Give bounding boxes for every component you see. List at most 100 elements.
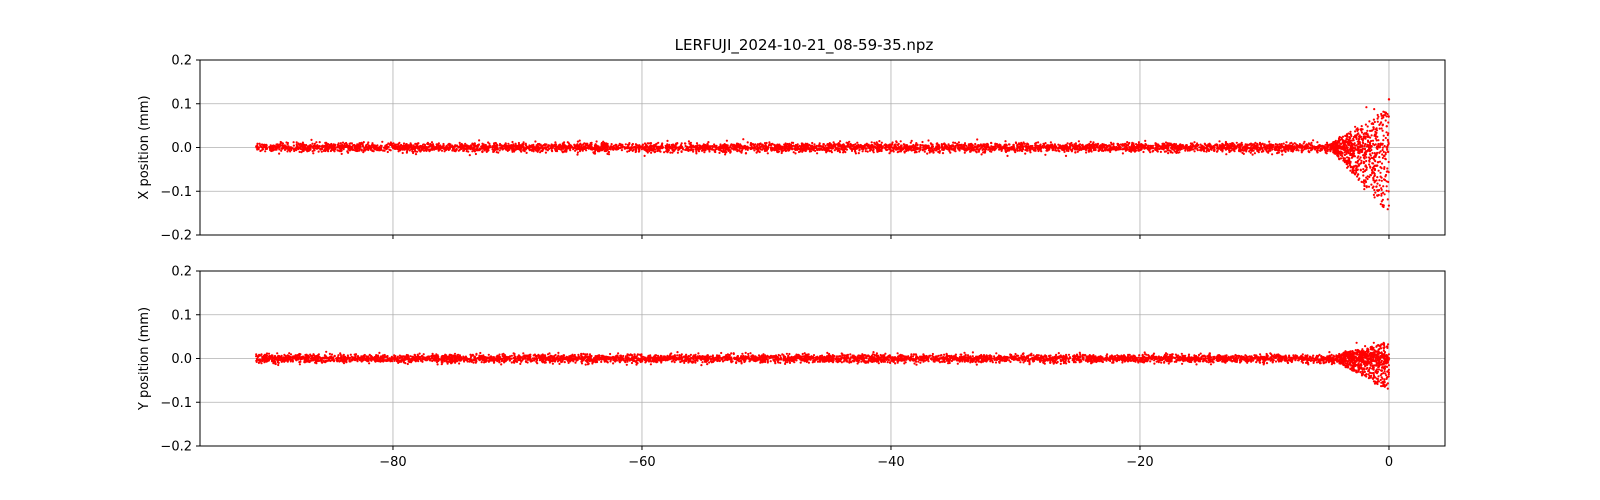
data-point xyxy=(1038,145,1041,148)
data-point xyxy=(370,146,373,150)
data-point xyxy=(958,143,961,147)
data-point xyxy=(330,144,333,147)
data-point xyxy=(1184,149,1187,152)
data-point xyxy=(647,142,650,145)
data-point xyxy=(320,147,323,150)
data-point xyxy=(881,145,885,148)
data-point xyxy=(1382,139,1385,142)
data-point xyxy=(579,147,582,150)
data-point xyxy=(963,143,966,146)
data-point xyxy=(941,152,945,155)
data-point xyxy=(1109,146,1112,149)
data-point xyxy=(327,143,330,146)
data-point xyxy=(298,150,301,153)
data-point xyxy=(1122,143,1125,146)
data-point xyxy=(618,142,621,145)
data-point xyxy=(556,145,559,148)
data-point xyxy=(544,151,548,154)
data-point xyxy=(888,147,892,150)
data-point xyxy=(677,149,680,152)
data-point xyxy=(1184,144,1188,147)
data-point xyxy=(661,142,664,145)
data-point xyxy=(654,150,657,153)
data-point xyxy=(410,146,413,149)
data-point xyxy=(910,139,913,142)
data-point xyxy=(431,147,434,150)
data-point xyxy=(1312,139,1315,142)
data-point xyxy=(1097,149,1100,153)
data-point xyxy=(493,148,496,151)
data-point xyxy=(1316,151,1319,154)
data-point xyxy=(1140,146,1143,149)
data-point xyxy=(652,144,655,147)
data-point xyxy=(1245,147,1248,151)
data-point xyxy=(1026,149,1029,152)
data-point xyxy=(1092,141,1095,144)
data-point xyxy=(1096,143,1099,146)
data-point xyxy=(610,143,613,146)
data-point xyxy=(912,147,915,150)
data-point xyxy=(666,143,669,146)
data-point xyxy=(441,145,444,148)
data-point xyxy=(895,146,898,149)
data-point xyxy=(286,141,289,145)
data-point xyxy=(637,146,640,149)
data-point xyxy=(1324,143,1327,146)
data-point xyxy=(396,146,400,149)
data-point xyxy=(719,145,722,148)
data-point xyxy=(467,150,470,153)
data-point xyxy=(909,145,913,148)
data-point xyxy=(844,151,847,154)
data-point xyxy=(1315,146,1318,149)
data-point xyxy=(873,141,876,144)
data-point xyxy=(1065,144,1068,147)
data-point xyxy=(563,141,566,144)
data-point xyxy=(888,143,891,147)
data-point xyxy=(755,151,758,154)
data-point xyxy=(707,148,710,151)
data-point xyxy=(655,146,659,149)
data-point xyxy=(913,151,917,154)
data-point xyxy=(615,143,618,146)
data-point xyxy=(428,148,431,151)
data-point xyxy=(841,148,845,151)
data-point xyxy=(830,149,833,153)
data-point xyxy=(303,147,306,150)
data-point xyxy=(749,147,752,150)
data-point xyxy=(872,151,875,154)
data-point xyxy=(1207,149,1210,152)
data-point xyxy=(1063,150,1066,153)
data-point xyxy=(1363,145,1366,148)
data-point xyxy=(746,141,749,144)
data-point xyxy=(1073,143,1076,146)
data-point xyxy=(1383,167,1386,170)
data-point xyxy=(774,145,777,148)
data-point xyxy=(839,140,842,143)
data-point xyxy=(1008,149,1011,152)
data-point xyxy=(844,148,848,151)
data-point xyxy=(422,143,425,146)
data-point xyxy=(347,151,350,154)
data-point xyxy=(672,146,675,149)
data-point xyxy=(1252,149,1255,152)
data-point xyxy=(903,143,906,146)
data-point xyxy=(643,142,647,145)
data-point xyxy=(563,150,566,153)
data-point xyxy=(1008,143,1011,146)
data-point xyxy=(707,141,710,144)
data-point xyxy=(676,142,679,145)
data-point xyxy=(1066,142,1069,145)
data-point xyxy=(1004,140,1007,143)
data-point xyxy=(397,150,400,153)
data-point xyxy=(312,144,315,147)
data-point xyxy=(1110,143,1113,146)
data-point xyxy=(1179,146,1182,149)
data-point xyxy=(934,149,937,152)
data-point xyxy=(1216,145,1219,148)
data-point xyxy=(1293,142,1296,145)
data-point xyxy=(740,149,744,152)
data-point xyxy=(948,149,951,153)
data-point xyxy=(669,151,672,154)
data-point xyxy=(903,145,906,148)
data-point xyxy=(822,143,826,146)
